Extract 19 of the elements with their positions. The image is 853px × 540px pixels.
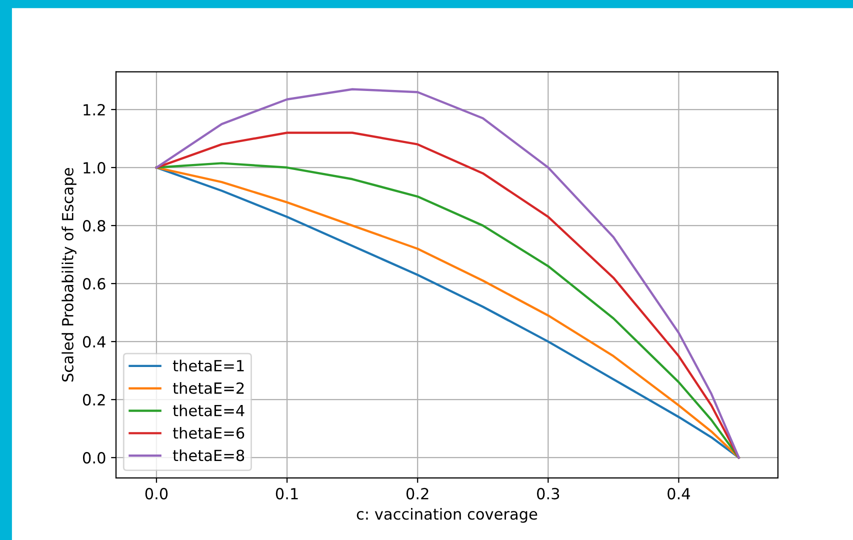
legend-label: thetaE=8 [172, 449, 244, 462]
legend-label: thetaE=4 [172, 404, 244, 416]
x-axis-title: c: vaccination coverage [356, 508, 538, 523]
y-tick-label: 1.0 [84, 162, 106, 174]
x-tick-label: 0.3 [537, 488, 560, 500]
y-tick-label: 0.4 [82, 336, 106, 348]
x-tick-label: 0.4 [668, 488, 690, 500]
legend-label: thetaE=2 [172, 382, 244, 394]
y-axis-title: Scaled Probability of Escape [62, 168, 76, 382]
legend-label: thetaE=1 [172, 360, 244, 372]
x-tick-label: 0.0 [145, 488, 168, 500]
y-tick-label: 0.0 [82, 452, 106, 464]
y-tick-label: 0.6 [82, 278, 106, 290]
x-tick-label: 0.1 [276, 488, 298, 500]
y-tick-label: 0.8 [82, 220, 106, 232]
x-tick-label: 0.2 [406, 488, 428, 500]
legend-label: thetaE=6 [172, 426, 244, 439]
y-tick-label: 1.2 [84, 104, 105, 116]
y-tick-label: 0.2 [82, 394, 105, 406]
